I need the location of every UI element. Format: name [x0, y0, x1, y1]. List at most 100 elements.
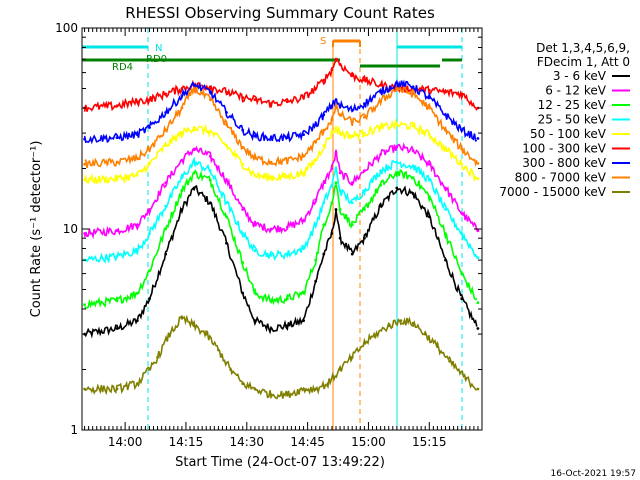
data-point	[350, 201, 354, 205]
data-point	[330, 104, 334, 108]
data-point	[148, 297, 151, 301]
data-point	[460, 92, 464, 96]
data-point	[350, 355, 354, 359]
data-point	[285, 225, 289, 229]
data-point	[460, 211, 464, 215]
annotation-rd4: RD4	[112, 62, 133, 73]
data-point	[379, 126, 382, 129]
data-point	[338, 113, 342, 117]
data-point	[338, 189, 342, 193]
data-point	[395, 123, 399, 127]
data-point	[375, 332, 378, 336]
data-point	[253, 249, 257, 253]
data-point	[192, 171, 196, 175]
legend-label: 25 - 50 keV	[538, 113, 607, 127]
data-point	[83, 303, 86, 307]
data-point	[164, 181, 168, 185]
data-point	[427, 162, 431, 166]
data-point	[204, 332, 208, 336]
data-point	[395, 160, 399, 164]
data-point	[269, 299, 273, 303]
data-point	[241, 232, 245, 235]
data-point	[115, 327, 119, 330]
x-tick-label: 14:45	[290, 435, 325, 449]
data-point	[156, 355, 160, 359]
data-point	[314, 258, 318, 262]
data-point	[164, 204, 168, 208]
data-point	[148, 368, 151, 371]
data-point	[241, 162, 245, 166]
y-axis-label: Count Rate (s⁻¹ detector⁻¹)	[29, 141, 44, 318]
data-point	[148, 162, 151, 166]
data-point	[363, 102, 366, 106]
data-point	[338, 131, 342, 135]
data-point	[83, 162, 86, 166]
data-point	[253, 98, 257, 102]
data-point	[241, 382, 245, 386]
data-point	[395, 145, 399, 149]
data-point	[322, 144, 326, 148]
data-point	[334, 167, 338, 170]
data-point	[269, 253, 273, 257]
data-point	[241, 261, 245, 265]
data-point	[164, 252, 168, 256]
data-point	[427, 215, 431, 219]
data-point	[135, 173, 139, 177]
data-point	[269, 136, 273, 140]
data-point	[135, 223, 139, 227]
data-point	[423, 332, 427, 336]
data-point	[427, 133, 431, 137]
data-point	[148, 126, 151, 129]
legend-header-line-1: Det 1,3,4,5,6,9,	[536, 41, 630, 55]
data-point	[460, 272, 464, 275]
data-point	[180, 94, 184, 98]
data-point	[208, 154, 212, 158]
data-point	[135, 382, 139, 386]
data-point	[387, 324, 391, 328]
data-point	[115, 387, 119, 391]
data-point	[444, 113, 447, 117]
data-point	[476, 327, 480, 330]
data-point	[269, 327, 273, 330]
data-point	[225, 123, 228, 127]
data-point	[269, 160, 273, 164]
data-point	[314, 123, 318, 127]
data-point	[444, 186, 447, 190]
data-point	[208, 98, 212, 102]
data-point	[363, 189, 366, 193]
chart-title: RHESSI Observing Summary Count Rates	[125, 4, 435, 22]
data-point	[302, 387, 305, 391]
y-axis-ticks: 1 10 100	[55, 21, 482, 437]
data-point	[350, 108, 354, 112]
data-point	[411, 321, 415, 325]
data-point	[338, 171, 342, 175]
data-point	[350, 181, 354, 185]
legend-header-line-2: FDecim 1, Att 0	[537, 55, 630, 69]
data-point	[302, 133, 305, 137]
data-point	[225, 111, 228, 114]
data-point	[363, 341, 366, 345]
x-axis-label: Start Time (24-Oct-07 13:49:22)	[175, 455, 385, 470]
x-tick-label: 14:00	[108, 435, 143, 449]
data-point	[208, 85, 212, 89]
data-point	[436, 345, 439, 348]
data-point	[83, 387, 86, 391]
data-point	[322, 201, 326, 205]
legend-label: 7000 - 15000 keV	[499, 185, 606, 199]
data-point	[192, 83, 196, 87]
data-point	[379, 183, 382, 187]
series-4	[83, 118, 480, 185]
data-point	[330, 232, 334, 235]
data-point	[241, 208, 245, 211]
data-point	[444, 232, 447, 235]
data-point	[444, 147, 447, 151]
legend-label: 3 - 6 keV	[553, 69, 607, 83]
data-point	[302, 219, 305, 223]
data-point	[460, 162, 464, 166]
data-point	[334, 57, 338, 61]
annotation-n: N	[155, 43, 162, 54]
data-point	[241, 145, 245, 149]
data-point	[168, 332, 172, 336]
data-point	[411, 124, 415, 128]
data-point	[302, 319, 305, 322]
